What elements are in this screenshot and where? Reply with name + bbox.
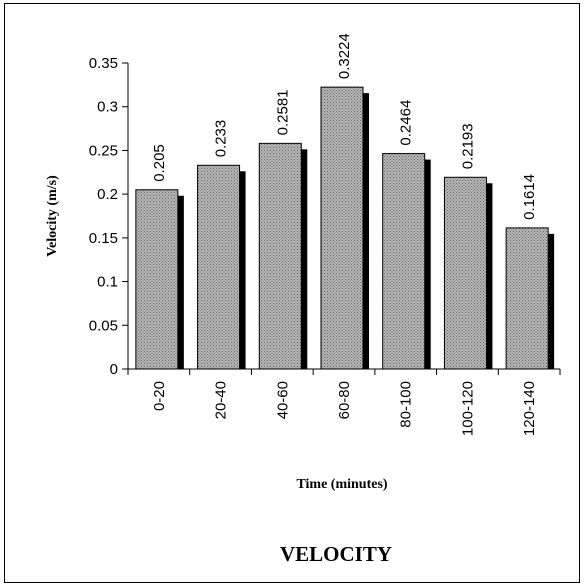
data-label: 0.2581 — [274, 89, 291, 135]
y-tick-label: 0.05 — [89, 317, 118, 334]
x-tick-label: 80-100 — [398, 381, 415, 428]
x-tick-label: 20-40 — [213, 381, 230, 419]
y-tick-label: 0.25 — [89, 142, 118, 159]
y-tick-label: 0.35 — [89, 55, 118, 72]
bar — [505, 227, 549, 370]
y-tick-label: 0 — [110, 361, 118, 378]
x-tick-label: 40-60 — [274, 381, 291, 419]
data-label: 0.233 — [213, 120, 230, 158]
y-tick-label: 0.15 — [89, 230, 118, 247]
chart-title: VELOCITY — [280, 542, 392, 566]
y-tick-label: 0.3 — [97, 99, 118, 116]
x-tick-label: 120-140 — [521, 381, 538, 436]
bar — [320, 86, 364, 370]
x-tick-label: 0-20 — [151, 381, 168, 411]
x-tick-label: 100-120 — [459, 381, 476, 436]
bar — [258, 142, 302, 370]
y-tick-label: 0.2 — [97, 186, 118, 203]
data-label: 0.3224 — [336, 33, 353, 79]
x-tick-label: 60-80 — [336, 381, 353, 419]
data-label: 0.2464 — [398, 100, 415, 146]
bar — [197, 164, 241, 370]
bar — [135, 189, 179, 370]
bar — [443, 176, 487, 370]
bar — [382, 153, 426, 370]
y-tick-label: 0.1 — [97, 274, 118, 291]
x-axis-title: Time (minutes) — [296, 477, 387, 492]
data-label: 0.2193 — [459, 123, 476, 169]
data-label: 0.205 — [151, 144, 168, 182]
data-label: 0.1614 — [521, 174, 538, 220]
y-axis-title: Velocity (m/s) — [45, 175, 60, 257]
